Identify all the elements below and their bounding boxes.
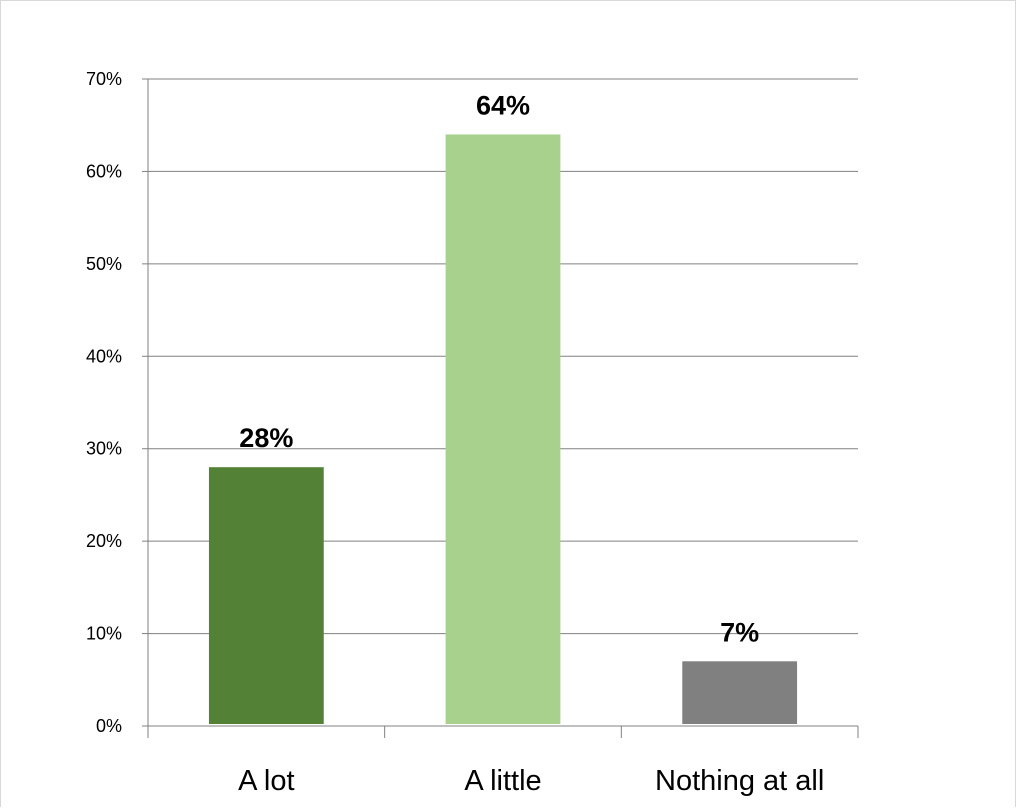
y-tick-label: 50% (86, 254, 122, 274)
x-category-label: Nothing at all (655, 765, 824, 797)
y-tick-label: 10% (86, 624, 122, 644)
data-label: 7% (720, 617, 759, 647)
y-tick-label: 60% (86, 161, 122, 181)
bar (682, 661, 798, 724)
y-tick-label: 20% (86, 531, 122, 551)
x-category-label: A little (464, 765, 541, 797)
bar (208, 467, 324, 724)
bar (445, 134, 561, 724)
data-label: 28% (239, 423, 293, 453)
y-tick-label: 30% (86, 439, 122, 459)
y-tick-label: 0% (96, 716, 122, 736)
data-label: 64% (476, 90, 530, 120)
y-tick-label: 70% (86, 69, 122, 89)
y-tick-label: 40% (86, 346, 122, 366)
x-category-label: A lot (238, 765, 294, 797)
